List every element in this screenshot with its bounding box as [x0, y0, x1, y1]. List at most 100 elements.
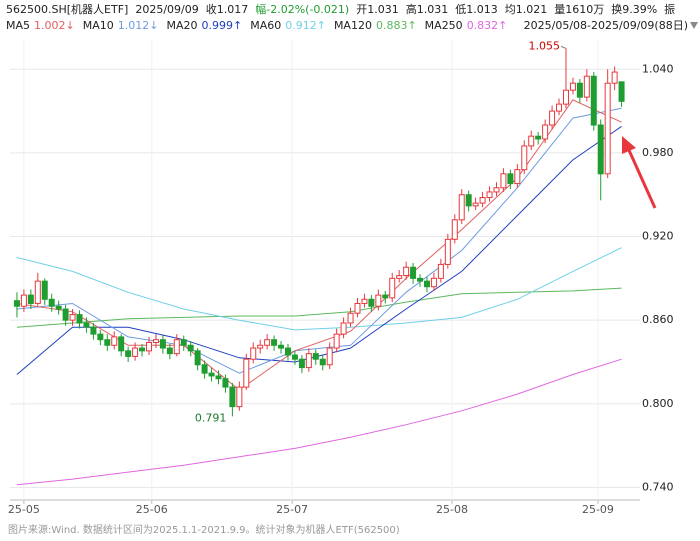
candle-body: [549, 110, 556, 126]
header: 562500.SH[机器人ETF] 2025/09/09 收1.017 幅-2.02%…: [6, 2, 675, 16]
ma-line: [16, 287, 622, 328]
candle-body: [139, 347, 146, 352]
candle-body: [514, 169, 521, 185]
candle-body: [152, 339, 159, 343]
legend-value: 1.012↓: [118, 19, 159, 32]
candle-body: [250, 347, 257, 360]
candle-body: [556, 103, 563, 112]
candle-body: [375, 294, 382, 307]
candle-body: [305, 353, 312, 369]
candle-body: [562, 89, 569, 105]
candle-body: [34, 280, 41, 304]
header-item: 收1.017: [206, 2, 249, 16]
candle-body: [132, 347, 139, 357]
candle-body: [222, 378, 229, 388]
x-tick-label: 25-05: [8, 503, 40, 516]
candle-body: [611, 71, 618, 84]
annotation: 1.055: [528, 39, 560, 52]
candle-body: [354, 302, 361, 314]
candle-body: [583, 75, 590, 98]
candle-body: [590, 75, 597, 126]
candle-body: [76, 314, 83, 324]
candle-body: [326, 347, 333, 366]
candle-body: [312, 353, 319, 360]
candle-body: [319, 358, 326, 366]
dropdown-icon[interactable]: [690, 22, 698, 29]
candle-body: [417, 277, 424, 282]
candle-body: [236, 386, 243, 408]
candle-body: [396, 275, 403, 279]
candle-body: [257, 344, 264, 349]
candle-body: [41, 280, 48, 300]
candle-body: [278, 344, 285, 349]
legend-name: MA60: [250, 19, 281, 32]
candle-body: [382, 294, 389, 299]
candle-body: [437, 263, 444, 279]
header-item: 562500.SH[机器人ETF]: [6, 2, 128, 16]
candle-body: [389, 277, 396, 299]
candle-body: [97, 333, 104, 341]
candle-body: [55, 305, 62, 310]
candle-body: [173, 339, 180, 355]
candle-body: [48, 298, 55, 307]
candle-body: [479, 197, 486, 204]
candle-body: [430, 277, 437, 288]
candle-body: [145, 341, 152, 352]
legend-name: MA250: [425, 19, 463, 32]
legend-value: 0.912↑: [285, 19, 326, 32]
header-item: 换9.39%: [611, 2, 657, 16]
candle-body: [20, 294, 27, 307]
footer: 图片来源:Wind. 数据统计区间为2025.1.1-2021.9.9。统计对象…: [8, 523, 400, 536]
candle-body: [271, 339, 278, 346]
candle-body: [465, 194, 472, 207]
candle-body: [340, 322, 347, 335]
candle-body: [507, 173, 514, 185]
y-tick-label: 1.040: [642, 62, 674, 75]
candle-body: [361, 298, 368, 304]
x-tick-label: 25-08: [436, 503, 468, 516]
candle-body: [500, 173, 507, 189]
candle-body: [542, 124, 549, 140]
candle-body: [423, 280, 430, 288]
candle-body: [208, 372, 215, 377]
header-item: 振: [664, 2, 675, 16]
candle-body: [180, 339, 187, 346]
ma-line: [16, 107, 622, 374]
candle-body: [486, 191, 493, 199]
annotation: 0.791: [195, 411, 227, 424]
candle-body: [521, 145, 528, 171]
header-item: 低1.013: [455, 3, 498, 16]
candle-body: [569, 82, 576, 91]
candle-body: [298, 358, 305, 369]
ma-line: [16, 247, 622, 331]
header-item: 开1.031: [356, 3, 399, 16]
legend-name: MA120: [334, 19, 372, 32]
arrow: [626, 147, 657, 209]
y-tick-label: 0.980: [642, 146, 674, 159]
candle-body: [403, 266, 410, 277]
candle-body: [528, 135, 535, 147]
candle-body: [187, 344, 194, 352]
candle-body: [444, 238, 451, 265]
candle-body: [368, 298, 375, 307]
candle-body: [229, 386, 236, 408]
candle-body: [410, 266, 417, 279]
header-item: 幅-2.02%(-0.021): [255, 3, 349, 16]
y-tick-label: 0.800: [642, 397, 674, 410]
candle-body: [472, 202, 479, 207]
legend: MA5 1.002↓ MA10 1.012↓ MA20 0.999↑ MA60 0.912↑ M…: [6, 19, 507, 32]
candle-body: [194, 350, 201, 366]
candle-body: [291, 354, 298, 360]
candle-body: [493, 187, 500, 193]
candle-body: [576, 82, 583, 98]
candle-body: [215, 375, 222, 380]
candle-body: [284, 347, 291, 356]
header-item: 高1.031: [406, 2, 449, 16]
legend-name: MA5: [6, 19, 30, 32]
y-tick-label: 0.740: [642, 480, 674, 493]
legend-name: MA20: [166, 19, 197, 32]
candle-body: [347, 312, 354, 324]
header-item: 2025/09/09: [135, 3, 198, 16]
plot: 1.040 0.980 0.920 0.860 0.800 0.740 25-05 25-06…: [6, 2, 675, 516]
